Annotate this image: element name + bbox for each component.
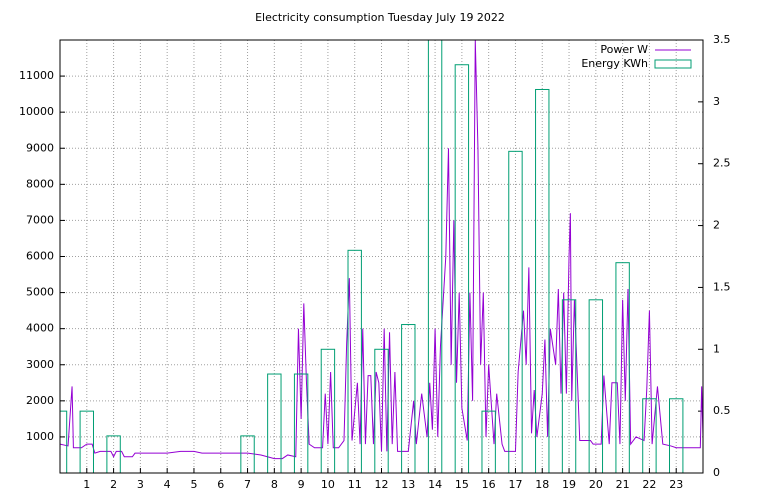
energy-box [454, 64, 470, 473]
plot-border [59, 39, 704, 474]
x-tick-label: 12 [375, 478, 389, 491]
y2-tick-label: 3 [713, 95, 720, 108]
x-tick-label: 9 [298, 478, 305, 491]
x-tick-label: 22 [642, 478, 656, 491]
y-tick-label: 2000 [26, 394, 54, 407]
x-tick-label: 13 [401, 478, 415, 491]
x-tick-label: 11 [348, 478, 362, 491]
energy-box [60, 410, 68, 473]
y2-tick-label: 3.5 [713, 33, 731, 46]
x-tick-label: 18 [535, 478, 549, 491]
energy-box [427, 40, 443, 473]
y2-tick-label: 1.5 [713, 280, 731, 293]
x-tick-label: 14 [428, 478, 442, 491]
x-tick-label: 23 [669, 478, 683, 491]
y-tick-label: 7000 [26, 213, 54, 226]
y-tick-label: 1000 [26, 430, 54, 443]
x-tick-label: 6 [217, 478, 224, 491]
y2-tick-label: 1 [713, 342, 720, 355]
power-line [60, 40, 703, 460]
y-tick-label: 8000 [26, 177, 54, 190]
y-tick-label: 6000 [26, 250, 54, 263]
x-tick-label: 19 [562, 478, 576, 491]
legend-label: Power W [600, 43, 648, 56]
energy-box [347, 249, 362, 473]
y2-tick-label: 2.5 [713, 157, 731, 170]
chart-title: Electricity consumption Tuesday July 19 … [255, 11, 505, 24]
x-tick-label: 15 [455, 478, 469, 491]
x-tick-label: 21 [616, 478, 630, 491]
x-tick-label: 2 [110, 478, 117, 491]
x-tick-label: 8 [271, 478, 278, 491]
plot-area [60, 40, 703, 473]
x-tick-label: 10 [321, 478, 335, 491]
legend-swatch [654, 59, 692, 69]
y-tick-label: 4000 [26, 322, 54, 335]
y2-tick-label: 2 [713, 219, 720, 232]
y2-tick-label: 0 [713, 466, 720, 479]
x-tick-label: 20 [589, 478, 603, 491]
x-tick-label: 4 [164, 478, 171, 491]
y-tick-label: 10000 [19, 105, 54, 118]
x-tick-label: 1 [83, 478, 90, 491]
x-tick-label: 3 [137, 478, 144, 491]
x-tick-label: 7 [244, 478, 251, 491]
x-tick-label: 5 [190, 478, 197, 491]
y-tick-label: 3000 [26, 358, 54, 371]
legend-label: Energy KWh [581, 57, 648, 70]
y-tick-label: 5000 [26, 286, 54, 299]
x-tick-label: 17 [508, 478, 522, 491]
y2-tick-label: 0.5 [713, 404, 731, 417]
y-tick-label: 9000 [26, 141, 54, 154]
energy-box [535, 88, 550, 473]
x-tick-label: 16 [482, 478, 496, 491]
y-tick-label: 11000 [19, 69, 54, 82]
